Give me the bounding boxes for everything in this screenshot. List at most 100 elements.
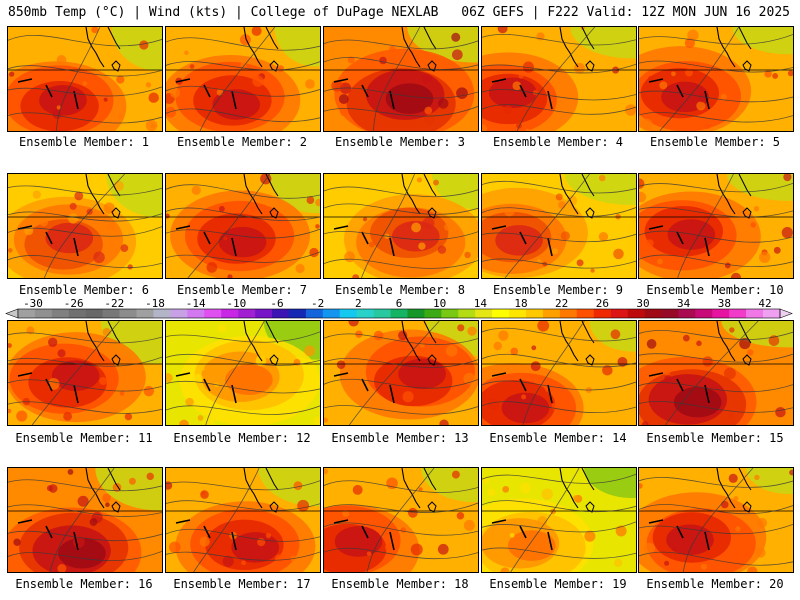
- warm-air-blob: [488, 77, 537, 109]
- terrain-detail: [424, 114, 435, 125]
- terrain-detail: [139, 40, 149, 50]
- terrain-detail: [93, 251, 105, 264]
- colorbar-tick-label: 6: [396, 297, 403, 310]
- coastline: [401, 27, 421, 68]
- lake-outline: [742, 60, 752, 72]
- terrain-detail: [103, 97, 108, 102]
- ensemble-member-map: [323, 26, 479, 132]
- height-contour: [324, 547, 478, 560]
- colorbar-tick-label: -14: [186, 297, 206, 310]
- terrain-detail: [728, 473, 738, 483]
- lake-outline: [17, 519, 79, 551]
- height-contour: [187, 174, 270, 278]
- warm-air-blob: [218, 226, 267, 258]
- colorbar-tick-label: -6: [270, 297, 283, 310]
- terrain-detail: [647, 75, 654, 82]
- terrain-detail: [199, 536, 210, 547]
- terrain-detail: [342, 509, 350, 517]
- warm-air-blob: [385, 83, 434, 114]
- terrain-detail: [47, 378, 60, 390]
- height-contour: [324, 480, 478, 493]
- coastline: [243, 174, 263, 215]
- height-contour: [166, 353, 320, 366]
- terrain-detail: [82, 81, 88, 86]
- ensemble-member-map: [638, 26, 794, 132]
- terrain-detail: [57, 564, 67, 572]
- cool-air-region: [95, 468, 162, 511]
- warm-air-blob: [334, 526, 383, 557]
- terrain-detail: [451, 470, 460, 479]
- height-contour: [8, 504, 162, 517]
- lake-outline: [742, 207, 752, 219]
- height-contour: [324, 230, 478, 241]
- terrain-detail: [615, 525, 627, 537]
- ensemble-member-label: Ensemble Member: 20: [646, 577, 784, 591]
- coastline: [716, 27, 736, 68]
- terrain-detail: [407, 507, 418, 518]
- cool-air-region: [570, 27, 636, 59]
- colorbar-swatch: [339, 309, 357, 318]
- colorbar-swatch: [763, 309, 781, 318]
- height-contour: [682, 468, 754, 572]
- terrain-detail: [696, 340, 702, 347]
- height-contour: [8, 401, 162, 414]
- ensemble-member-map: [638, 320, 794, 426]
- terrain-detail: [541, 488, 553, 500]
- height-contour: [639, 182, 793, 193]
- height-contour: [8, 86, 162, 97]
- colorbar-swatch: [18, 309, 36, 318]
- height-contour: [8, 550, 162, 562]
- coastline: [738, 321, 752, 344]
- coastline: [423, 174, 437, 197]
- height-contour: [166, 480, 320, 491]
- height-contour: [324, 106, 478, 117]
- height-contour: [324, 87, 478, 99]
- warm-air-blob: [212, 89, 261, 120]
- terrain-detail: [8, 408, 12, 414]
- ensemble-member-label: Ensemble Member: 16: [15, 577, 153, 591]
- height-contour: [522, 321, 585, 425]
- height-contour: [166, 500, 320, 511]
- terrain-detail: [218, 205, 225, 212]
- terrain-detail: [8, 248, 13, 253]
- height-contour: [166, 228, 320, 239]
- terrain-detail: [613, 248, 624, 260]
- cool-air-region: [431, 174, 478, 210]
- terrain-detail: [482, 477, 490, 484]
- coastline: [581, 321, 595, 344]
- lake-outline: [269, 207, 279, 219]
- cool-air-region: [726, 174, 793, 201]
- terrain-detail: [697, 93, 708, 103]
- ensemble-member-map: [481, 467, 637, 573]
- coastline: [265, 468, 279, 491]
- colorbar-low-arrow: [5, 308, 19, 319]
- colorbar-swatch: [542, 309, 561, 318]
- height-contour: [504, 174, 590, 278]
- terrain-detail: [338, 94, 349, 104]
- ensemble-member-map: [7, 26, 163, 132]
- terrain-detail: [344, 251, 355, 263]
- colorbar-tick-label: 18: [514, 297, 527, 310]
- warm-air-blob: [225, 364, 273, 396]
- coastline: [401, 174, 421, 215]
- terrain-detail: [402, 391, 414, 403]
- lake-outline: [175, 225, 237, 257]
- terrain-detail: [497, 27, 508, 34]
- terrain-detail: [127, 264, 133, 270]
- colorbar-swatch: [424, 309, 442, 318]
- terrain-detail: [730, 272, 741, 278]
- colorbar-swatch: [526, 309, 544, 318]
- terrain-detail: [729, 327, 735, 333]
- height-contour: [205, 321, 265, 425]
- cool-air-region: [274, 27, 320, 67]
- height-contour: [639, 90, 793, 103]
- terrain-detail: [166, 373, 173, 383]
- height-contour: [639, 400, 793, 413]
- colorbar-swatch: [34, 309, 53, 318]
- terrain-detail: [433, 179, 439, 186]
- terrain-detail: [422, 217, 435, 230]
- terrain-detail: [702, 356, 713, 367]
- height-contour: [166, 207, 320, 221]
- ensemble-member-map: [481, 173, 637, 279]
- height-contour: [199, 27, 276, 131]
